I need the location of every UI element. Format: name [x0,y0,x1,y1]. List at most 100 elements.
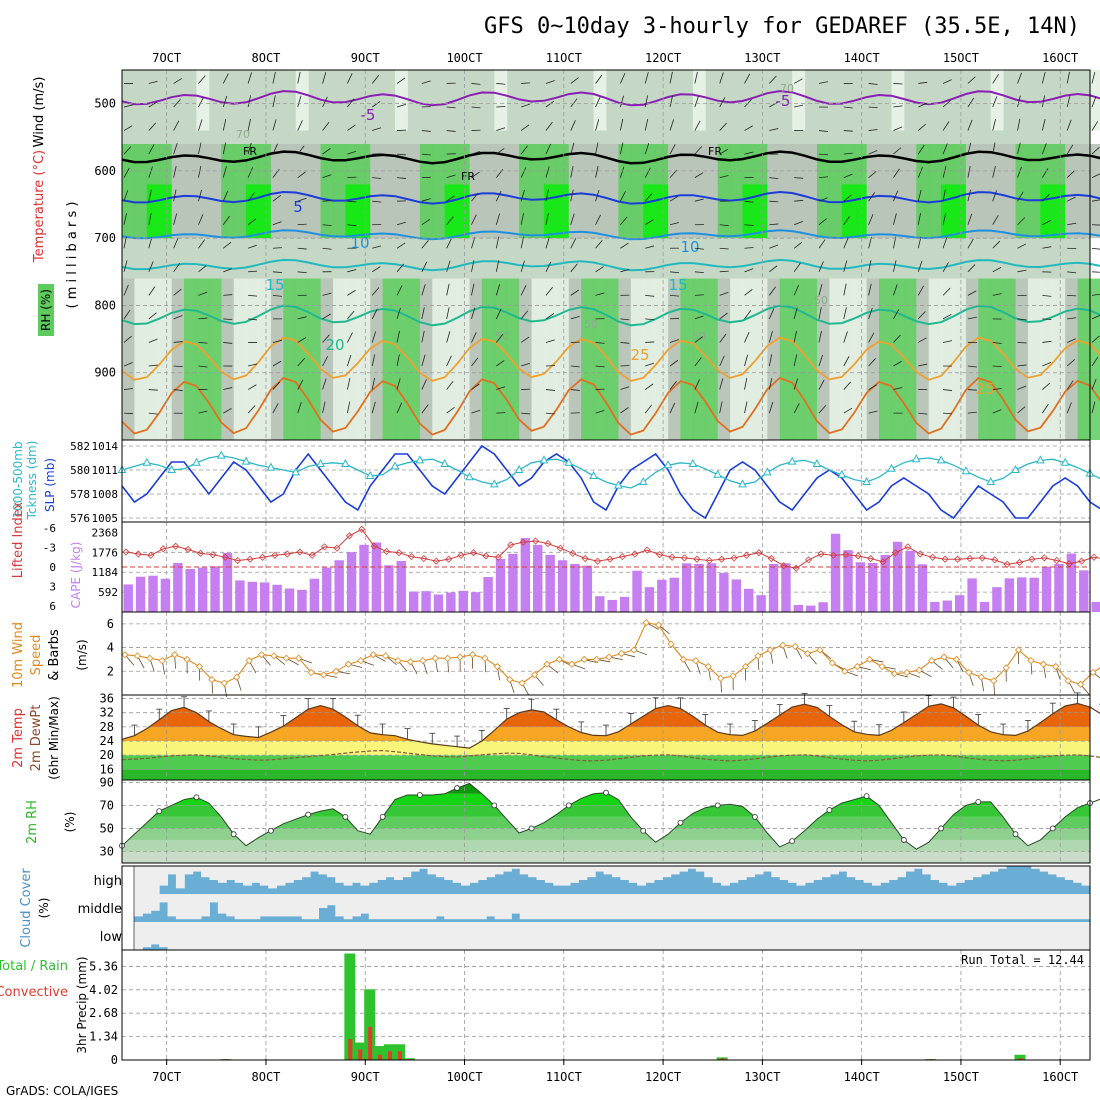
wind-barb [868,129,878,131]
cloud-cell [762,922,772,950]
thickness-tick-label: 582 [70,440,90,453]
thickness-marker [986,476,996,485]
cloud-cell [586,894,596,920]
cape-bar [272,584,282,612]
wind-speed-marker [468,651,477,659]
wind-barb [967,238,974,249]
lifted-marker [420,554,428,563]
wind-barb [768,377,773,390]
cape-bar [1004,578,1015,612]
wind-barb [570,77,579,84]
cloud-cell [821,894,831,920]
cloud-cell [846,894,856,920]
wind-barb [719,312,728,320]
wind-barb [1042,294,1052,297]
lifted-marker [383,547,391,555]
wind-barb [793,284,800,296]
cape-bar [284,588,295,612]
wind-speed-marker [233,673,241,681]
wind-barb [893,334,901,343]
cloud-cell [855,922,865,950]
wind-barb [123,335,132,343]
cloud-cell [251,866,261,883]
cloud-cell [159,894,169,903]
wind-barb [471,171,480,178]
wind-barb [322,313,331,320]
wind-barb [1042,382,1051,390]
wind-barb [645,245,655,249]
wind-barb [1041,143,1047,155]
rh-cell [308,144,322,239]
cloud-cell [494,866,504,875]
wind-barb [868,170,877,178]
cape-bar [942,600,952,612]
wind-barb [123,167,130,178]
wind-barb [570,98,578,108]
rh-tick-label: 90 [100,775,114,789]
cloud-cell [612,894,621,920]
wind-barb [495,236,500,249]
rh-cell [345,278,359,440]
cloud-cell [284,866,294,883]
cloud-cell [721,894,730,920]
contour-label: 5 [293,198,303,216]
cape-bar [830,533,841,612]
wind-barb [322,247,332,250]
wind-barb [372,245,382,249]
wind-speed-marker [965,668,973,677]
wind-barb [495,333,504,343]
wind-barb [396,153,407,156]
wind-barb [992,166,996,178]
isotherm-line [121,258,1100,272]
wind-barb [545,313,555,320]
rh-line [121,782,1100,850]
cloud-cell [913,866,923,869]
wind-barb [917,144,925,155]
cape-bar [359,544,369,612]
cloud-cell [586,866,596,878]
thickness-axis-label: Tckness (dm) [25,441,39,521]
wind-speed-marker [171,651,179,659]
cape-bar [768,563,779,612]
precip-tick-label: 0 [111,1053,118,1067]
cloud-cell [209,922,219,950]
wind-barb [347,176,357,179]
cloud-cell [913,894,923,920]
cloud-cell [360,894,370,914]
cloud-cell [855,866,865,880]
cloud-cell [201,866,210,878]
cloud-cell [452,866,462,883]
cape-bar [135,576,146,612]
wind-barb [371,75,380,84]
cloud-cell [159,866,169,886]
slp-tick-label: 1011 [92,464,119,477]
cloud-cell [939,894,948,920]
wind-barb [148,261,154,272]
cape-bar [1079,570,1089,612]
rh-cell [332,278,346,440]
rh-cell [233,278,247,440]
cloud-cell [1048,866,1057,875]
wind-barb [694,379,700,390]
lifted-marker [507,541,515,549]
wind-barb [148,101,158,108]
wind-barb [620,118,624,131]
wind-barb [868,384,878,390]
cloud-cell [972,922,982,950]
wind-barb [918,412,928,415]
thickness-marker [1036,455,1045,464]
wind-barb [272,71,276,84]
wind-barb [570,389,580,391]
rh-contour-label: 70 [780,82,794,95]
cloud-cell [167,894,177,917]
cloud-cell [268,866,278,889]
wind-barb [793,354,798,367]
wind-barb [669,339,679,343]
lifted-marker [1065,560,1073,568]
wind-speed-marker [1027,657,1035,665]
wind-barb [297,379,304,390]
wind-barb [297,401,302,414]
isotherm-line [121,150,1100,165]
lifted-marker [234,556,242,565]
